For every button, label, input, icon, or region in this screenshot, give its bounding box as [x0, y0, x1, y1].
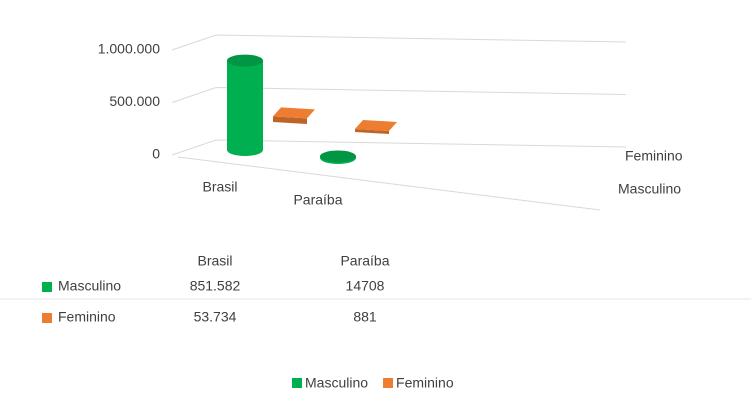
bar-top [227, 54, 263, 67]
bar [355, 120, 397, 134]
legend-key [292, 378, 302, 388]
bar [273, 107, 315, 124]
depth-label: Masculino [618, 181, 681, 197]
table-legend-key [42, 313, 52, 323]
depth-label: Feminino [625, 148, 683, 164]
y-tick-label: 1.000.000 [98, 41, 160, 57]
table-legend-key [42, 282, 52, 292]
grid-line [171, 34, 627, 51]
bar-front [273, 116, 307, 124]
x-tick-label: Brasil [202, 179, 237, 195]
bar-top [355, 120, 397, 131]
bar-body [227, 60, 263, 156]
legend-label: Feminino [396, 375, 454, 391]
bar [227, 54, 263, 156]
bar-top [273, 107, 315, 119]
table-header: Paraíba [340, 253, 389, 269]
grid-line [171, 86, 627, 103]
table-cell: 881 [353, 309, 377, 325]
y-tick-label: 500.000 [109, 93, 160, 109]
table-cell: 53.734 [194, 309, 237, 325]
y-tick-label: 0 [152, 146, 160, 162]
table-row-label: Masculino [58, 278, 121, 294]
bar-top [320, 150, 356, 163]
legend-key [383, 378, 394, 388]
legend-label: Masculino [305, 375, 368, 391]
bar [320, 150, 356, 164]
bar-front [355, 129, 389, 134]
x-tick-label: Paraíba [293, 192, 342, 208]
table-cell: 851.582 [190, 278, 241, 294]
table-header: Brasil [197, 253, 232, 269]
table-row-label: Feminino [58, 309, 116, 325]
table-cell: 14708 [346, 278, 385, 294]
floor-front-edge [177, 156, 601, 211]
grid-line [171, 139, 627, 156]
